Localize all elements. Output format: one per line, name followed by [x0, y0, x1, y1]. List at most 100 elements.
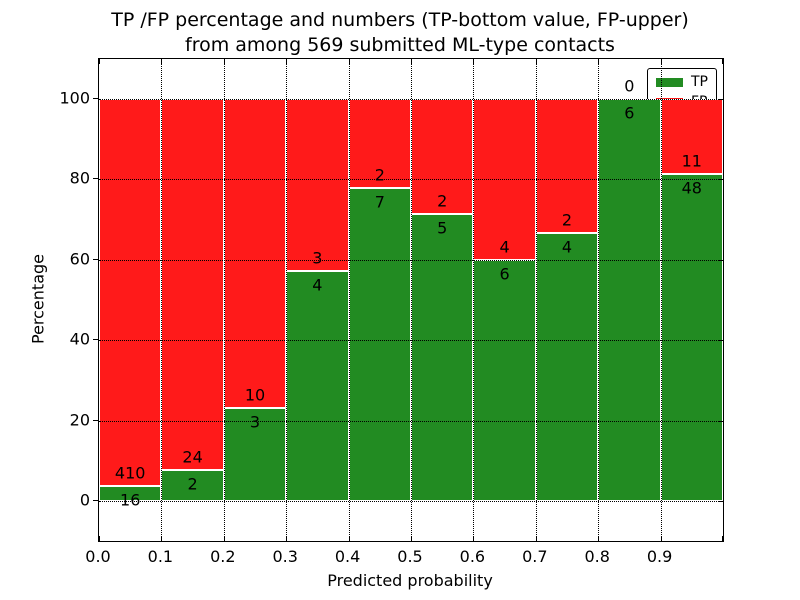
bar-count-fp: 2	[374, 165, 385, 185]
x-tick-mark	[161, 536, 163, 541]
x-tick-mark	[535, 59, 537, 64]
y-tick-mark	[718, 420, 723, 422]
x-tick-mark	[286, 536, 288, 541]
legend-entry-tp: TP	[656, 75, 708, 89]
y-tick-mark	[718, 99, 723, 100]
x-tick-mark	[473, 536, 475, 541]
x-tick-mark	[722, 59, 723, 64]
bar-count-tp: 16	[120, 490, 141, 510]
bar-count-tp: 6	[624, 103, 635, 123]
bar-count-fp: 4	[499, 237, 510, 257]
chart-title: TP /FP percentage and numbers (TP-bottom…	[0, 8, 800, 58]
bar-count-fp: 3	[312, 248, 323, 268]
bar-count-fp: 11	[681, 151, 702, 171]
bar-count-tp: 5	[437, 218, 448, 238]
y-tick-label: 0	[79, 490, 90, 510]
bar-fp-segment	[161, 99, 224, 471]
bar-tp-segment	[473, 259, 536, 501]
y-tick-mark	[93, 339, 98, 341]
bar-count-tp: 4	[561, 237, 573, 257]
y-tick-label: 60	[69, 249, 90, 269]
vertical-gridline	[286, 59, 288, 541]
x-tick-mark	[660, 536, 662, 541]
x-tick-mark	[535, 536, 537, 541]
bar-tp-segment	[411, 213, 474, 501]
bar-tp-segment	[223, 408, 287, 501]
y-tick-label: 20	[69, 410, 90, 430]
x-tick-label: 0.3	[272, 547, 298, 566]
x-tick-mark	[223, 536, 225, 541]
x-tick-mark	[348, 59, 350, 64]
y-tick-label: 100	[59, 88, 90, 108]
x-tick-label: 0.6	[459, 547, 486, 566]
bar-count-fp: 2	[437, 191, 448, 211]
x-tick-label: 0.2	[210, 547, 236, 566]
x-tick-label: 0.0	[85, 547, 111, 566]
legend-swatch-tp-icon	[656, 77, 683, 87]
vertical-gridline	[411, 59, 412, 541]
x-tick-mark	[99, 59, 100, 64]
x-tick-mark	[411, 536, 412, 541]
vertical-gridline	[223, 59, 225, 541]
y-tick-mark	[718, 179, 723, 181]
y-tick-mark	[93, 258, 98, 260]
x-tick-mark	[161, 59, 163, 64]
vertical-gridline	[348, 59, 350, 541]
bar-tp-segment	[99, 485, 162, 501]
x-tick-mark	[473, 59, 475, 64]
x-tick-mark	[99, 536, 100, 541]
bar-fp-segment	[411, 99, 474, 214]
x-tick-mark	[286, 59, 288, 64]
x-tick-mark	[348, 536, 350, 541]
x-tick-mark	[223, 59, 225, 64]
x-tick-label: 0.1	[147, 547, 174, 566]
y-tick-mark	[718, 259, 723, 261]
bar-count-tp: 2	[187, 474, 198, 494]
bar-count-tp: 4	[312, 275, 323, 295]
bar-fp-segment	[223, 99, 287, 409]
y-tick-mark	[718, 340, 723, 342]
bar-count-fp: 24	[182, 447, 203, 467]
vertical-gridline	[660, 59, 662, 541]
bar-count-fp: 410	[114, 463, 146, 483]
x-tick-mark	[411, 59, 412, 64]
x-tick-label: 0.4	[334, 547, 361, 566]
y-tick-mark	[93, 178, 98, 180]
y-tick-mark	[718, 501, 723, 502]
x-tick-label: 0.9	[646, 547, 673, 566]
bar-count-tp: 3	[249, 412, 261, 432]
bar-count-fp: 0	[624, 76, 635, 96]
bar-fp-segment	[660, 99, 723, 174]
vertical-gridline	[598, 59, 600, 541]
y-tick-mark	[93, 419, 98, 421]
bar-fp-segment	[535, 99, 599, 233]
chart-title-line2: from among 569 submitted ML-type contact…	[185, 34, 615, 56]
x-tick-label: 0.5	[397, 547, 423, 566]
y-tick-label: 40	[69, 329, 90, 349]
bar-count-tp: 48	[681, 178, 702, 198]
vertical-gridline	[473, 59, 475, 541]
bar-tp-segment	[598, 99, 661, 501]
bar-tp-segment	[161, 470, 224, 501]
bar-tp-segment	[535, 233, 599, 501]
y-tick-label: 80	[69, 168, 90, 188]
bar-count-tp: 6	[499, 264, 510, 284]
x-tick-mark	[722, 536, 723, 541]
bar-tp-segment	[348, 188, 411, 501]
vertical-gridline	[535, 59, 537, 541]
bar-count-tp: 7	[374, 192, 385, 212]
x-tick-mark	[598, 59, 600, 64]
x-tick-mark	[598, 536, 600, 541]
legend-label-tp: TP	[691, 74, 708, 90]
x-tick-mark	[660, 59, 662, 64]
bar-count-fp: 10	[244, 385, 266, 405]
bar-fp-segment	[99, 99, 162, 486]
bar-count-fp: 2	[561, 210, 573, 230]
bar-tp-segment	[660, 173, 723, 501]
chart-title-line1: TP /FP percentage and numbers (TP-bottom…	[111, 9, 689, 31]
y-tick-mark	[93, 500, 98, 501]
y-tick-mark	[93, 98, 98, 99]
x-tick-label: 0.8	[584, 547, 610, 566]
